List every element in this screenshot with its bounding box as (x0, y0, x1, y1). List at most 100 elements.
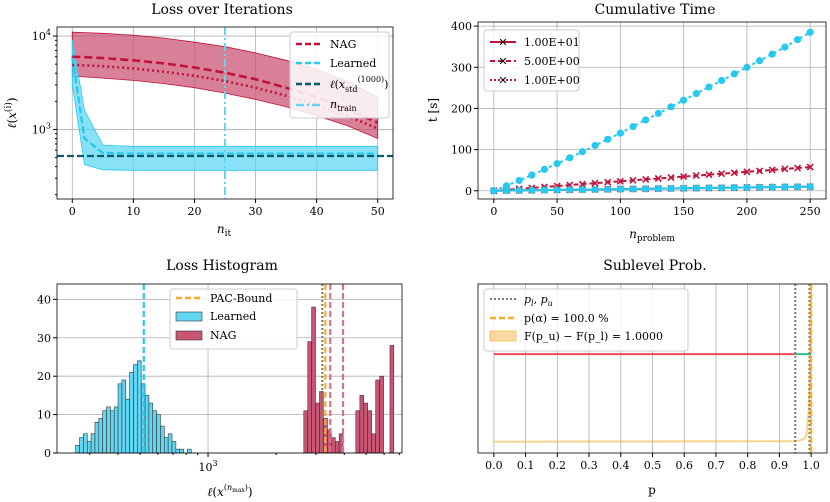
data-point (616, 129, 624, 137)
panel2-xtick-label: 0 (490, 205, 497, 218)
data-point (806, 183, 814, 191)
panel4-xtick-label: 0.3 (580, 459, 598, 472)
data-point (755, 57, 764, 65)
data-point (642, 175, 650, 183)
panel2-ytick-label: 300 (451, 61, 472, 74)
data-point (591, 141, 599, 150)
panel1-legend: NAG Learned ℓ(xstd(1000)) ntrain (289, 31, 390, 119)
data-point (629, 185, 637, 193)
data-point (616, 177, 624, 185)
legend-hist-learned: Learned (210, 310, 256, 323)
data-point (591, 185, 599, 194)
hist-bar-nag (315, 402, 320, 454)
learned-band (71, 40, 379, 171)
data-point (591, 179, 599, 187)
hist-bar-learned (113, 406, 119, 454)
hist-bar-learned (160, 425, 165, 454)
hist-bar-learned (98, 418, 103, 454)
hist-bar-nag (303, 410, 308, 454)
panel4-legend: pl, pu p(α) = 100.0 % F(p_u) − F(p_l) = … (483, 288, 689, 352)
hist-bar-learned (171, 441, 177, 454)
data-point (629, 176, 637, 184)
series-line-1.00E+00 (493, 31, 811, 192)
data-point (680, 173, 688, 181)
data-point (528, 186, 536, 194)
data-point (718, 76, 726, 85)
hist-bar-learned (137, 360, 142, 454)
legend-ntrain: ntrain (330, 98, 357, 113)
data-point (490, 187, 498, 195)
panel4-xtick-label: 0.0 (485, 459, 503, 472)
hist-bar-learned (125, 398, 130, 454)
panel1-xtick-label: 30 (249, 205, 263, 218)
hist-bar-learned (144, 395, 150, 454)
sublevel-prob-chart: Sublevel Prob. 0.0 0.1 0.2 0.3 0.4 0.5 0.6 0.7 0… (477, 258, 828, 497)
panel2-title: Cumulative Time (595, 2, 716, 18)
legend-learned: Learned (330, 57, 376, 70)
data-point (793, 183, 802, 191)
legend-pl-pu: pl, pu (524, 293, 553, 308)
hist-bar-nag (379, 375, 384, 454)
series-line-5.00E+00 (493, 166, 811, 192)
panel3-ytick-label: 20 (37, 370, 51, 383)
learned-line (71, 56, 378, 155)
panel4-xtick-label: 0.6 (675, 459, 693, 472)
hist-bar-learned (133, 364, 138, 454)
panel2-ytick-label: 400 (451, 20, 472, 33)
data-point (540, 186, 549, 194)
panel2-xtick-label: 200 (736, 205, 757, 218)
hist-bar-learned (148, 402, 154, 454)
hist-bar-nag (389, 345, 395, 454)
hist-bar-nag (307, 341, 312, 454)
data-point (806, 28, 814, 36)
hist-bar-learned (117, 383, 123, 454)
nag-band (71, 31, 379, 140)
panel1-xtick-label: 10 (126, 205, 140, 218)
hist-bar-learned (94, 421, 100, 454)
data-point (743, 63, 751, 71)
data-point (642, 185, 650, 193)
cumulative-time-chart: Cumulative Time 0 50 100 150 200 250 0 100 200 30… (426, 2, 827, 244)
legend-5e00: 5.00E+00 (524, 55, 580, 68)
legend-nag: NAG (330, 38, 356, 51)
hist-bar-learned (75, 445, 80, 454)
hist-bar-learned (102, 410, 107, 454)
panel2-legend: ✕ 1.00E+01 ✕ 5.00E+00 ✕ 1.00E+00 (483, 29, 580, 92)
hist-bar-nag (334, 441, 340, 454)
hist-bar-learned (121, 379, 127, 454)
hist-bar-learned (83, 433, 88, 454)
legend-pac-bound: PAC-Bound (210, 292, 272, 305)
hist-bar-nag (363, 402, 368, 454)
hist-bar-learned (129, 372, 134, 454)
legend-1e01: 1.00E+01 (524, 36, 580, 49)
hist-bar-learned (106, 406, 111, 454)
hist-bar-learned (152, 410, 157, 454)
data-point (528, 171, 536, 179)
cdf-curve (493, 283, 813, 443)
panel2-xtick-label: 100 (610, 205, 631, 218)
panel2-xtick-label: 50 (550, 205, 564, 218)
data-point (781, 183, 789, 191)
data-point (793, 36, 802, 44)
data-point (718, 184, 726, 192)
data-point (667, 184, 675, 193)
data-point (540, 165, 549, 173)
panel4-xtick-label: 1.0 (802, 459, 820, 472)
data-point (692, 172, 700, 180)
panel2-xtick-label: 250 (800, 205, 821, 218)
hist-bar-learned (164, 437, 169, 454)
panel4-xtick-label: 0.2 (549, 459, 567, 472)
panel3-xtick-label: 103 (198, 459, 217, 474)
panel3-ytick-label: 40 (37, 293, 51, 306)
panel2-ytick-label: 200 (451, 102, 472, 115)
data-point (730, 184, 738, 192)
data-point (755, 183, 764, 191)
data-point (781, 165, 789, 173)
data-point (654, 174, 662, 183)
panel4-title: Sublevel Prob. (603, 258, 706, 274)
hist-bar-nag (367, 410, 372, 454)
data-point (768, 183, 776, 191)
loss-over-iterations-chart: Loss over Iterations 0 10 20 30 40 50 103 104 n… (3, 2, 394, 239)
data-point (781, 43, 789, 51)
